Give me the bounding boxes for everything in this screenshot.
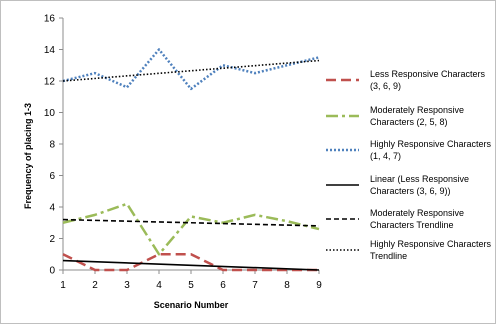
legend-label: Moderately Responsive Characters Trendlin…: [370, 208, 464, 230]
series-line-4: [62, 259, 320, 271]
x-tick-label: 8: [284, 280, 290, 291]
legend-label: Highly Responsive Characters Trendline: [370, 239, 492, 261]
x-tick-label: 7: [252, 280, 258, 291]
y-tick-label: 10: [44, 108, 56, 119]
legend-item-4: Linear (Less Responsive Characters (3, 6,…: [326, 174, 469, 196]
legend-item-6: Highly Responsive Characters Trendline: [326, 239, 492, 261]
series-line-2: [62, 202, 320, 256]
x-tick-label: 6: [220, 280, 226, 291]
series-line-6: [62, 59, 320, 82]
chart-frame: 0 2 4 6 8 10 12 14 16 1 2 3 4 5 6 7 8 9 Frequency of plac…: [0, 0, 496, 324]
series-line-3: [62, 48, 320, 91]
legend-item-2: Moderately Responsive Characters (2, 5, 8…: [326, 105, 464, 127]
x-tick-label: 4: [156, 280, 162, 291]
x-tick-label: 9: [316, 280, 322, 291]
y-tick-label: 6: [49, 171, 55, 182]
plot-lines: [62, 48, 320, 272]
legend-label: Linear (Less Responsive Characters (3, 6,…: [370, 174, 469, 196]
x-tick-label: 3: [124, 280, 130, 291]
x-axis-title: Scenario Number: [154, 300, 229, 310]
series-line-5: [62, 218, 320, 227]
y-tick-label: 16: [44, 14, 56, 25]
legend-item-1: Less Responsive Characters (3, 6, 9): [326, 69, 486, 91]
y-tick-label: 14: [44, 45, 56, 56]
legend-label: Moderately Responsive Characters (2, 5, 8…: [370, 105, 464, 127]
x-tick-label: 2: [92, 280, 98, 291]
y-tick-label: 0: [49, 266, 55, 277]
legend-item-3: Highly Responsive Characters (1, 4, 7): [326, 139, 492, 161]
legend-item-5: Moderately Responsive Characters Trendlin…: [326, 208, 464, 230]
legend-label: Less Responsive Characters (3, 6, 9): [370, 69, 486, 91]
y-tick-label: 4: [49, 203, 55, 214]
series-line-1: [62, 253, 319, 272]
legend-label: Highly Responsive Characters (1, 4, 7): [370, 139, 492, 161]
y-tick-label: 12: [44, 77, 56, 88]
x-tick-label: 5: [188, 280, 194, 291]
x-tick-label: 1: [60, 280, 66, 291]
legend: Less Responsive Characters (3, 6, 9) Moder…: [326, 69, 492, 261]
y-tick-label: 8: [49, 140, 55, 151]
y-axis-title: Frequency of placing 1-3: [23, 103, 33, 209]
y-tick-label: 2: [49, 234, 55, 245]
